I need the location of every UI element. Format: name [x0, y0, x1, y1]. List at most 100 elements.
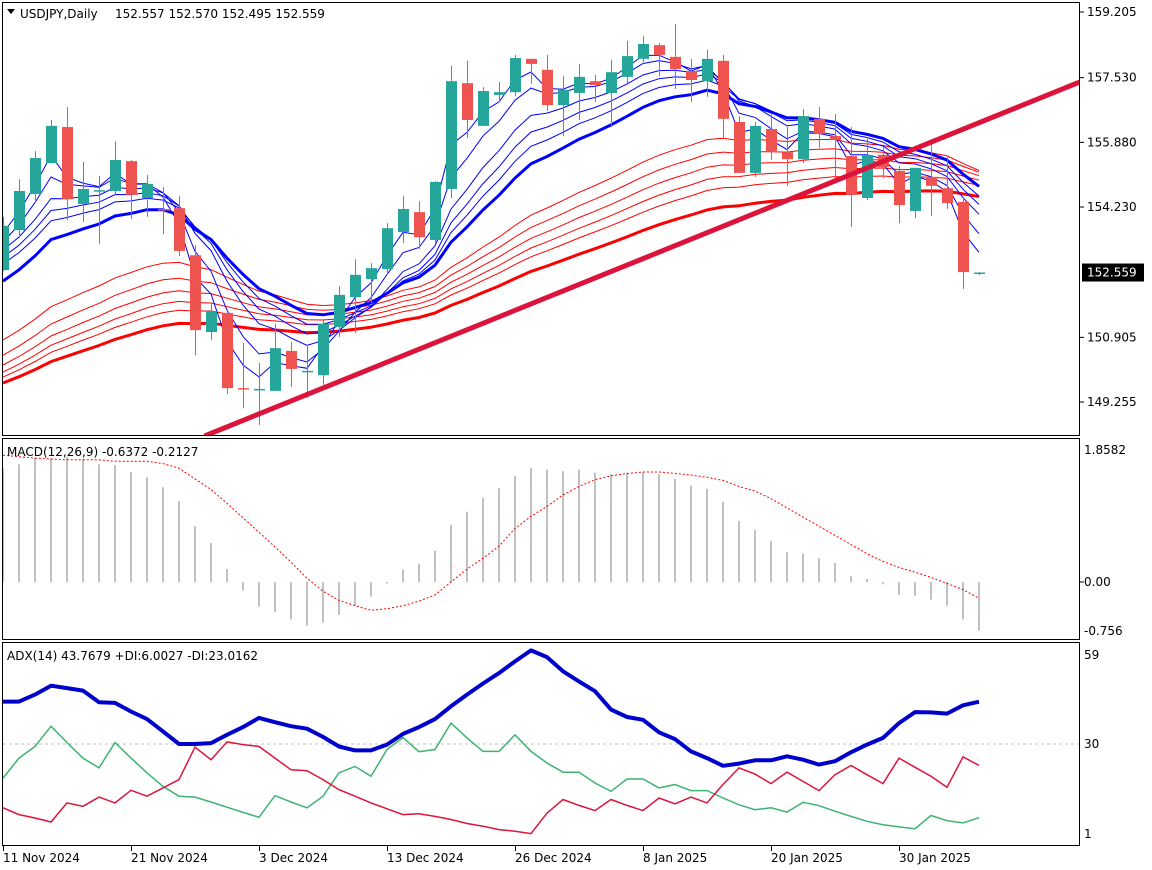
candle: [590, 74, 601, 102]
date-label-3: 13 Dec 2024: [387, 851, 464, 865]
candle: [446, 65, 457, 199]
candle-body: [30, 158, 41, 195]
candle-body: [558, 89, 569, 106]
macd-histogram-bar: [162, 487, 164, 582]
macd-histogram-bar: [722, 501, 724, 582]
candle: [558, 76, 569, 137]
candle: [542, 54, 553, 111]
candle-body: [942, 188, 953, 204]
macd-axis-zero: 0.00: [1084, 575, 1111, 589]
candle: [670, 23, 681, 90]
price-label-4: 150.905: [1087, 330, 1137, 344]
candle: [206, 303, 217, 340]
macd-histogram-bar: [754, 530, 756, 582]
candle: [414, 201, 425, 249]
candle: [478, 87, 489, 126]
candle: [14, 179, 25, 238]
candle: [958, 198, 969, 289]
candle-body: [606, 72, 617, 93]
candle: [526, 58, 537, 84]
candle: [702, 49, 713, 97]
candle-body: [3, 225, 9, 271]
macd-histogram-bar: [466, 511, 468, 582]
macd-histogram-bar: [546, 469, 548, 582]
candle-body: [670, 56, 681, 70]
macd-histogram-bar: [450, 524, 452, 582]
ohlc-values: 152.557 152.570 152.495 152.559: [115, 7, 325, 21]
macd-histogram-bar: [370, 582, 372, 597]
candle-body: [766, 129, 777, 151]
macd-histogram-bar: [914, 582, 916, 596]
ema-long-60-line: [3, 189, 980, 385]
candle-body: [926, 176, 937, 186]
candle-body: [654, 45, 665, 55]
candle: [302, 345, 313, 398]
candle: [750, 121, 761, 177]
adx-line: [3, 648, 980, 768]
candle-body: [622, 56, 633, 77]
macd-axis-max: 1.8582: [1084, 443, 1126, 457]
macd-signal-line: [3, 454, 980, 611]
candle-body: [206, 310, 217, 333]
candle: [270, 323, 281, 391]
candle: [110, 141, 121, 195]
macd-histogram-bar: [82, 458, 84, 582]
macd-histogram-bar: [658, 474, 660, 582]
candle: [974, 272, 985, 276]
candle: [94, 176, 105, 244]
axes: [3, 11, 1084, 851]
price-label-2: 155.880: [1087, 135, 1137, 149]
macd-histogram-bar: [818, 558, 820, 582]
candle-body: [270, 348, 281, 391]
candle: [926, 141, 937, 217]
main-price-panel[interactable]: [2, 2, 1080, 436]
candle: [174, 196, 185, 257]
candle: [910, 167, 921, 218]
candle-body: [78, 188, 89, 204]
collapse-triangle-icon[interactable]: [7, 9, 15, 14]
candle-body: [638, 43, 649, 59]
macd-histogram-bar: [226, 569, 228, 582]
candle-body: [974, 272, 985, 275]
candle-body: [110, 159, 121, 191]
candle-body: [478, 90, 489, 126]
macd-histogram-bar: [738, 520, 740, 582]
candle-body: [446, 81, 457, 189]
macd-histogram-bar: [626, 472, 628, 582]
candle-body: [782, 152, 793, 160]
macd-histogram-bar: [434, 550, 436, 582]
candle-body: [222, 312, 233, 389]
candle-body: [142, 183, 153, 199]
macd-histogram-bar: [946, 582, 948, 606]
adx-axis-level: 30: [1084, 737, 1099, 751]
macd-histogram-bar: [962, 582, 964, 620]
candle-body: [158, 208, 169, 211]
macd-panel[interactable]: [2, 438, 1080, 640]
minus-di-line: [3, 741, 980, 835]
macd-histogram-bar: [18, 464, 20, 582]
candle: [238, 343, 249, 409]
candle: [158, 187, 169, 235]
date-label-7: 30 Jan 2025: [899, 851, 971, 865]
candle-body: [814, 118, 825, 135]
candle: [30, 150, 41, 204]
macd-histogram-bar: [530, 468, 532, 582]
candle: [78, 161, 89, 222]
macd-histogram-bar: [258, 582, 260, 607]
macd-histogram-bar: [898, 582, 900, 595]
candle-body: [398, 208, 409, 233]
candle: [494, 81, 505, 102]
macd-histogram-bar: [706, 488, 708, 582]
candle: [286, 341, 297, 387]
candle: [398, 196, 409, 244]
macd-histogram-bar: [610, 474, 612, 582]
macd-histogram-bar: [34, 457, 36, 582]
candle: [782, 127, 793, 186]
candle-body: [910, 167, 921, 211]
macd-histogram-bar: [130, 471, 132, 582]
macd-histogram-bar: [66, 456, 68, 582]
trendline: [203, 79, 1079, 435]
candle-body: [590, 81, 601, 86]
candle-body: [382, 228, 393, 269]
